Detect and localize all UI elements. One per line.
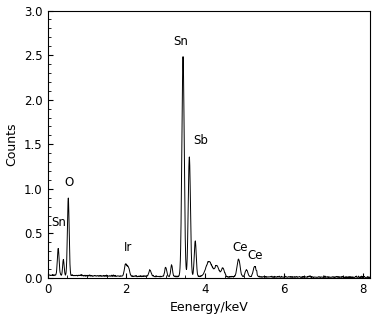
Y-axis label: Counts: Counts [6,123,18,166]
Text: Sn: Sn [173,35,188,48]
Text: Ce: Ce [248,249,263,262]
Text: O: O [65,176,74,189]
Text: Ir: Ir [124,241,132,254]
Text: Ce: Ce [232,241,247,254]
X-axis label: Eenergy/keV: Eenergy/keV [170,301,249,315]
Text: Sb: Sb [194,134,209,147]
Text: Sn: Sn [51,216,66,229]
